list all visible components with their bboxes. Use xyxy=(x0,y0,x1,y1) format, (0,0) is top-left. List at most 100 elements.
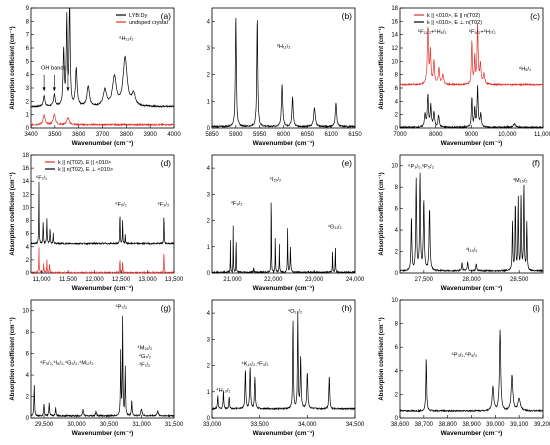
panel-a: 3400 3500 3600 3700 3800 3900 4000 0 1 2 3 4 5 6 7 8 9 Wa… xyxy=(9,6,181,147)
y-tick-label-f-5: 10 xyxy=(391,164,398,170)
y-tick-label-g-5: 10 xyxy=(22,309,29,315)
series-line-b-0 xyxy=(211,17,356,129)
y-tick-label-c-4: 8 xyxy=(395,73,399,79)
x-tick-label-i-0: 38,600 xyxy=(391,422,410,428)
y-tick-label-h-4: 4 xyxy=(207,311,211,317)
y-tick-label-a-1: 1 xyxy=(26,113,30,119)
panel-label-b: (b) xyxy=(342,11,353,21)
panel-label-c: (c) xyxy=(530,11,540,21)
x-tick-label-b-4: 6050 xyxy=(301,132,315,138)
y-axis-label-g: Absorption coefficient (cm⁻¹) xyxy=(9,317,16,400)
y-tick-label-a-8: 8 xyxy=(26,19,30,25)
y-tick-label-h-2: 2 xyxy=(207,364,211,370)
panel-label-f: (f) xyxy=(532,158,540,168)
x-tick-label-h-2: 34,000 xyxy=(298,422,317,428)
x-tick-label-a-4: 3800 xyxy=(120,132,134,138)
y-tick-label-d-9: 18 xyxy=(22,153,29,159)
x-tick-label-a-0: 3400 xyxy=(24,132,38,138)
y-tick-label-a-3: 3 xyxy=(26,86,30,92)
annotation-f-1: ⁴I₁₃/₂ xyxy=(466,247,478,254)
plot-frame xyxy=(211,154,356,274)
x-tick-label-f-1: 28,000 xyxy=(462,277,481,283)
x-tick-label-h-1: 33,500 xyxy=(250,422,269,428)
x-tick-label-d-2: 12,000 xyxy=(85,277,104,283)
y-tick-label-g-3: 6 xyxy=(26,352,30,358)
y-tick-label-c-1: 2 xyxy=(395,113,399,119)
y-tick-label-a-0: 0 xyxy=(26,126,30,132)
y-tick-label-a-6: 6 xyxy=(26,46,30,52)
x-tick-label-g-4: 31,500 xyxy=(165,422,184,428)
y-tick-label-g-0: 0 xyxy=(26,416,30,422)
y-tick-label-i-0: 0 xyxy=(395,416,399,422)
x-tick-label-b-6: 6150 xyxy=(348,132,362,138)
x-tick-label-a-6: 4000 xyxy=(167,132,181,138)
y-tick-label-b-0: 0 xyxy=(207,126,211,132)
y-tick-label-c-7: 14 xyxy=(391,33,398,39)
legend-label-a-1: undoped crystal xyxy=(129,20,168,26)
y-tick-label-h-1: 1 xyxy=(207,390,211,396)
x-axis-label-e: Wavenumber (cm⁻¹) xyxy=(253,285,315,292)
series-line-d-1 xyxy=(30,181,175,246)
annotation-g-0: ⁴F₅/₂,⁶I₉/₂,⁴G₉/₂,⁴M₁₇/₂ xyxy=(40,359,94,366)
x-tick-label-e-0: 21,000 xyxy=(223,277,242,283)
y-tick-label-a-9: 9 xyxy=(26,6,30,12)
annotation-b-0: ⁶H₁₁/₂ xyxy=(277,43,291,50)
y-tick-label-a-5: 5 xyxy=(26,59,30,65)
y-tick-label-c-8: 16 xyxy=(391,19,398,25)
x-tick-label-g-2: 30,500 xyxy=(100,422,119,428)
annotation-c-1: ⁶F₉/₂+⁶H₇/₂ xyxy=(469,28,496,35)
series-line-d-0 xyxy=(30,247,175,275)
oh-arrowhead-1 xyxy=(52,87,56,92)
y-tick-label-g-1: 2 xyxy=(26,395,30,401)
x-axis-label-f: Wavenumber (cm⁻¹) xyxy=(441,285,503,292)
y-tick-label-f-2: 4 xyxy=(395,228,399,234)
x-tick-label-g-3: 31,000 xyxy=(132,422,151,428)
y-tick-label-i-1: 2 xyxy=(395,392,399,398)
x-tick-label-a-1: 3500 xyxy=(48,132,62,138)
x-tick-label-h-0: 33,000 xyxy=(203,422,222,428)
panel-f: 27,500 28,000 28,500 0 2 4 6 8 10 Wavenumber (cm⁻… xyxy=(378,154,544,292)
y-tick-label-d-6: 12 xyxy=(22,192,29,198)
plot-frame xyxy=(211,299,356,419)
y-tick-label-c-0: 0 xyxy=(395,126,399,132)
annotation-h-2: ⁴O₁₇/₂ xyxy=(288,308,302,315)
legend-label-d-0: k || n(T02), E || <010> xyxy=(58,160,111,166)
y-tick-label-c-2: 4 xyxy=(395,99,399,105)
plot-frame xyxy=(211,7,356,129)
x-tick-label-f-2: 28,500 xyxy=(510,277,529,283)
x-tick-label-a-5: 3900 xyxy=(143,132,157,138)
series-line-i-0 xyxy=(399,329,544,413)
y-tick-label-d-2: 4 xyxy=(26,245,30,251)
annotation-g-3: ⁴G₇/₂ xyxy=(139,353,151,360)
x-tick-label-i-4: 39,000 xyxy=(486,422,505,428)
x-axis-label-h: Wavenumber (cm⁻¹) xyxy=(253,430,315,437)
annotation-a-0: OH bands xyxy=(41,65,66,71)
y-tick-label-d-5: 10 xyxy=(22,205,29,211)
y-tick-label-d-8: 16 xyxy=(22,166,29,172)
x-tick-label-a-3: 3700 xyxy=(96,132,110,138)
annotation-e-2: ⁴G₁₁/₂ xyxy=(327,223,341,230)
annotation-e-1: ⁴I₁₅/₂ xyxy=(269,176,281,183)
y-tick-label-c-6: 12 xyxy=(391,46,398,52)
x-axis-label-i: Wavenumber (cm⁻¹) xyxy=(441,430,503,437)
annotation-i-0: ⁶P₃/₂,⁶P₅/₂ xyxy=(452,352,478,359)
y-tick-label-i-3: 6 xyxy=(395,345,399,351)
x-tick-label-d-3: 12,500 xyxy=(112,277,131,283)
panel-label-h: (h) xyxy=(342,303,353,313)
y-tick-label-e-0: 0 xyxy=(207,271,211,277)
x-tick-label-c-0: 7000 xyxy=(393,132,407,138)
x-tick-label-i-6: 39,200 xyxy=(534,422,550,428)
x-tick-label-b-0: 5850 xyxy=(205,132,219,138)
y-tick-label-a-2: 2 xyxy=(26,99,30,105)
legend-label-c-1: k || <010>, E ⊥ n(T02) xyxy=(427,20,482,26)
series-line-c-0 xyxy=(399,23,544,87)
panel-d: 11,000 11,500 12,000 12,500 13,000 13,500 0 2 4 6… xyxy=(9,153,184,292)
oh-arrowhead-0 xyxy=(42,87,46,92)
series-line-a-0 xyxy=(30,7,175,109)
annotation-a-1: ⁶H₁₃/₂ xyxy=(119,35,133,42)
x-axis-label-d: Wavenumber (cm⁻¹) xyxy=(72,285,134,292)
x-tick-label-d-1: 11,500 xyxy=(59,277,78,283)
x-tick-label-d-5: 13,500 xyxy=(165,277,184,283)
